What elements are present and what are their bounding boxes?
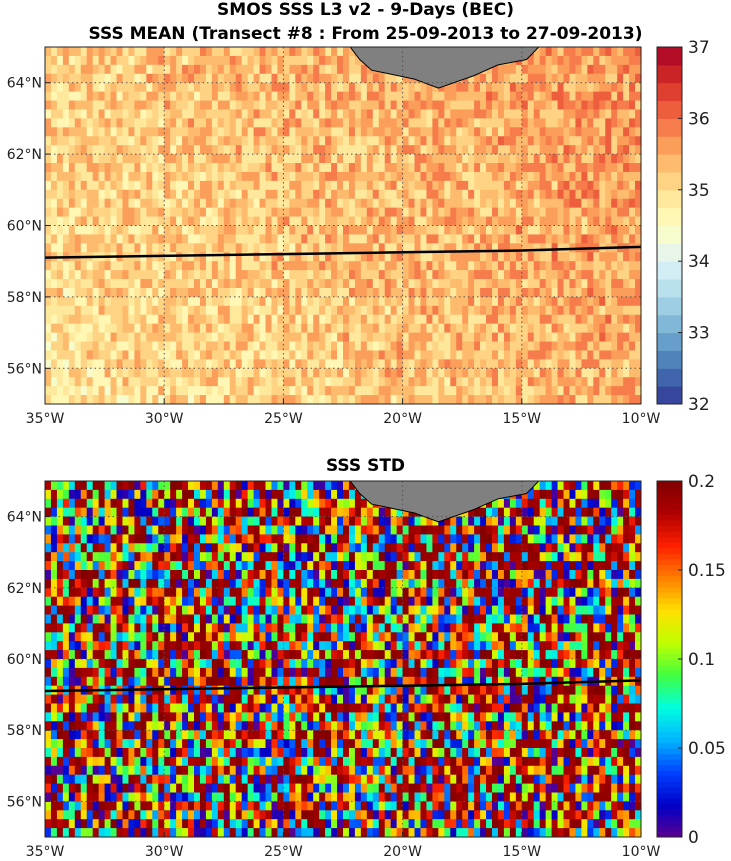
x-tick-label: 25°W [264, 411, 303, 427]
transect-line [45, 245, 641, 259]
y-tick-label: 58°N [7, 290, 42, 306]
x-tick-label: 10°W [622, 844, 661, 860]
colorbar: 32 33 34 35 36 37 [656, 38, 710, 415]
x-tick-label: 20°W [383, 844, 422, 860]
x-tick-label: 30°W [145, 411, 184, 427]
y-tick-label: 56°N [7, 794, 42, 810]
std-panel-title: SSS STD [325, 456, 406, 476]
y-tick-label: 58°N [7, 723, 42, 739]
colorbar-tick-label: 36 [688, 109, 710, 129]
y-tick-label: 64°N [7, 76, 42, 92]
colorbar-tick-label: 0 [688, 828, 699, 848]
mean-panel-title: SSS MEAN (Transect #8 : From 25-09-2013 … [88, 24, 643, 44]
colorbar: 0 0.05 0.1 0.15 0.2 [656, 472, 726, 848]
heatmap-cells [45, 47, 641, 404]
x-tick-label: 10°W [622, 411, 661, 427]
heatmap-cells [45, 481, 641, 837]
mean-heatmap-panel: 35°W 30°W 25°W 20°W 15°W 10°W 56°N 58°N 60°N 62°N… [7, 38, 710, 427]
x-tick-label: 20°W [383, 411, 422, 427]
x-tick-label: 15°W [502, 411, 541, 427]
y-tick-label: 64°N [7, 510, 42, 526]
colorbar-tick-label: 0.05 [688, 739, 726, 759]
x-tick-label: 30°W [145, 844, 184, 860]
x-tick-label: 35°W [26, 844, 65, 860]
colorbar-tick-label: 32 [688, 395, 710, 415]
colorbar-tick-label: 34 [688, 252, 710, 272]
x-tick-label: 15°W [502, 844, 541, 860]
x-tick-label: 25°W [264, 844, 303, 860]
y-tick-label: 62°N [7, 147, 42, 163]
land-mass [330, 481, 540, 523]
colorbar-tick-label: 0.1 [688, 650, 715, 670]
std-heatmap-panel: 35°W 30°W 25°W 20°W 15°W 10°W 56°N 58°N 60°N 62°N… [7, 472, 726, 860]
y-tick-label: 60°N [7, 652, 42, 668]
land-mass [330, 47, 540, 89]
colorbar-tick-label: 35 [688, 181, 710, 201]
colorbar-tick-label: 33 [688, 324, 710, 344]
transect-line [45, 679, 641, 693]
y-tick-label: 60°N [7, 219, 42, 235]
y-tick-label: 62°N [7, 581, 42, 597]
y-tick-label: 56°N [7, 361, 42, 377]
colorbar-tick-label: 37 [688, 38, 710, 58]
colorbar-tick-label: 0.2 [688, 472, 715, 492]
colorbar-tick-label: 0.15 [688, 561, 726, 581]
x-tick-label: 35°W [26, 411, 65, 427]
figure-title: SMOS SSS L3 v2 - 9-Days (BEC) [217, 0, 514, 20]
